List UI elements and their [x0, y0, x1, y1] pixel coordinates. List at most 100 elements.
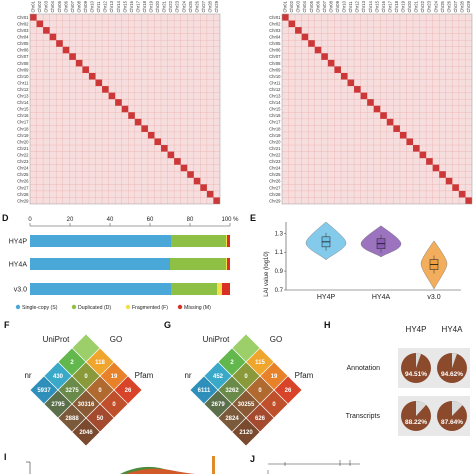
panel-j-letter: J [250, 454, 255, 464]
heatmap-left-col-label: Chr11 [96, 1, 101, 13]
panel-g-venn-value: 0 [244, 374, 248, 380]
heatmap-right-col-label: Chr18 [394, 0, 399, 12]
heatmap-left-col-label: Chr25 [188, 0, 193, 12]
heatmap-right-diagonal-block [354, 86, 361, 93]
heatmap-left-diagonal-block [154, 138, 162, 146]
hic-heatmap-right: Chr01Chr01Chr02Chr02Chr03Chr03Chr04Chr04… [269, 0, 473, 205]
heatmap-left-row-label: Chr14 [17, 100, 29, 105]
heatmap-right-col-label: Chr27 [453, 0, 458, 12]
heatmap-left-diagonal-block [141, 125, 148, 132]
panel-d-bar-segment [30, 235, 171, 247]
panel-d-bar-segment [30, 283, 171, 295]
heatmap-left-col-label: Chr29 [214, 0, 219, 12]
panel-e-ytick-label: 1.3 [275, 231, 284, 237]
heatmap-left-row-label: Chr04 [17, 35, 29, 40]
heatmap-right-col-label: Chr26 [446, 0, 451, 12]
panel-e-ylabel: LAI value (log10) [264, 251, 270, 296]
heatmap-right-row-label: Chr11 [269, 80, 281, 85]
panel-d-bar-segment [30, 258, 170, 270]
panel-f-venn-value: 50 [97, 416, 104, 422]
panel-f-venn-value: 0 [84, 374, 88, 380]
panel-d-legend-label: Duplicated (D) [78, 305, 111, 311]
heatmap-right-diagonal-block [465, 197, 472, 204]
heatmap-right-row-label: Chr23 [269, 159, 281, 164]
heatmap-left-diagonal-block [30, 14, 37, 21]
panel-g-venn-value: 3262 [225, 388, 239, 394]
heatmap-right-row-label: Chr17 [269, 120, 281, 125]
heatmap-left-col-label: Chr08 [76, 0, 81, 12]
heatmap-right-diagonal-block [439, 171, 446, 178]
panel-h-column-label: HY4P [406, 325, 427, 334]
heatmap-left-col-label: Chr05 [57, 0, 62, 12]
panel-h-row-label: Annotation [347, 365, 381, 372]
heatmap-right-row-label: Chr06 [269, 48, 281, 53]
heatmap-left-diagonal-block [49, 33, 57, 41]
panel-g-venn-value: 452 [213, 374, 224, 380]
hic-heatmap-left: Chr01Chr01Chr02Chr02Chr03Chr03Chr04Chr04… [17, 0, 221, 205]
panel-e-ytick-label: 0.9 [275, 269, 284, 275]
heatmap-right-row-label: Chr03 [269, 28, 281, 33]
heatmap-left-row-label: Chr25 [17, 172, 29, 177]
panel-f-venn-value: 19 [111, 374, 118, 380]
panel-h-pie-rest [416, 401, 427, 416]
panel-d-bar-segment [222, 283, 230, 295]
heatmap-left-row-label: Chr20 [17, 139, 29, 144]
panel-d-bar-segment [171, 283, 217, 295]
panel-f-venn-value: 2795 [51, 402, 65, 408]
panel-e-letter: E [250, 213, 256, 223]
heatmap-left-diagonal-block [108, 92, 116, 100]
panel-d-tick-label: 20 [67, 217, 74, 223]
heatmap-right-diagonal-block [334, 66, 341, 73]
panel-f-venn: F 2 118 430 0 19 5937 3275 0 26 2795 30316 0 2888 50 2… [4, 320, 154, 446]
panel-f-venn-label-top-right: GO [110, 335, 122, 344]
heatmap-left-row-label: Chr06 [17, 48, 29, 53]
heatmap-left-col-label: Chr20 [155, 0, 160, 12]
heatmap-left-row-label: Chr16 [17, 113, 29, 118]
heatmap-left-col-label: Chr04 [50, 0, 55, 12]
heatmap-left-col-label: Chr07 [70, 0, 75, 12]
heatmap-left-diagonal-block [213, 197, 220, 204]
heatmap-right-col-label: Chr20 [407, 0, 412, 12]
heatmap-right-col-label: Chr29 [466, 0, 471, 12]
heatmap-left-row-label: Chr18 [17, 126, 29, 131]
heatmap-right-diagonal-block [347, 79, 355, 87]
panel-d-ticks: 0 20 40 60 80 100 % [28, 217, 239, 227]
heatmap-left-diagonal-block [121, 105, 129, 113]
panel-f-venn-value: 2888 [65, 416, 79, 422]
heatmap-left-row-label: Chr11 [17, 80, 29, 85]
heatmap-right-diagonal-block [380, 112, 387, 119]
heatmap-right-diagonal-block [340, 72, 348, 80]
panel-f-letter: F [4, 320, 10, 330]
heatmap-left-diagonal-block [95, 79, 103, 87]
panel-g-venn-value: 0 [272, 402, 276, 408]
heatmap-right-col-label: Chr16 [381, 0, 386, 12]
heatmap-right-row-label: Chr07 [269, 54, 281, 59]
heatmap-left-row-label: Chr13 [17, 94, 29, 99]
heatmap-right-diagonal-block [327, 59, 335, 67]
heatmap-right-diagonal-block [432, 164, 440, 172]
panel-h-pies: H HY4P HY4A Annotation 94.51% 94.62% Transcri… [324, 320, 470, 436]
panel-d-bar-segment [227, 258, 230, 270]
heatmap-left-diagonal-block [88, 72, 96, 80]
heatmap-left-col-label: Chr16 [129, 0, 134, 12]
heatmap-right-diagonal-block [458, 190, 466, 198]
heatmap-left-diagonal-block [36, 20, 44, 28]
panel-f-venn-value: 0 [98, 388, 102, 394]
heatmap-left-diagonal-block [193, 177, 201, 185]
heatmap-left-col-label: Chr27 [201, 0, 206, 12]
heatmap-left-col-label: Chr17 [135, 0, 140, 12]
panel-d-category-label: v3.0 [14, 286, 27, 293]
panel-e-ytick-label: 0.7 [275, 288, 284, 294]
heatmap-right-diagonal-block [314, 46, 322, 54]
heatmap-left-col-label: Chr01 [31, 0, 36, 12]
heatmap-right-diagonal-block [413, 145, 420, 152]
panel-g-venn-value: 2824 [225, 416, 239, 422]
panel-d-bar-segment [171, 235, 226, 247]
panel-h-pie-rest [452, 353, 457, 368]
panel-g-venn-value: 115 [255, 360, 265, 366]
heatmap-right-col-label: Chr03 [296, 0, 301, 12]
heatmap-right-diagonal-block [360, 92, 368, 100]
panel-g-venn-value: 26 [285, 388, 292, 394]
panel-g-venn-value: 0 [258, 388, 262, 394]
heatmap-right-diagonal-block [295, 27, 302, 34]
